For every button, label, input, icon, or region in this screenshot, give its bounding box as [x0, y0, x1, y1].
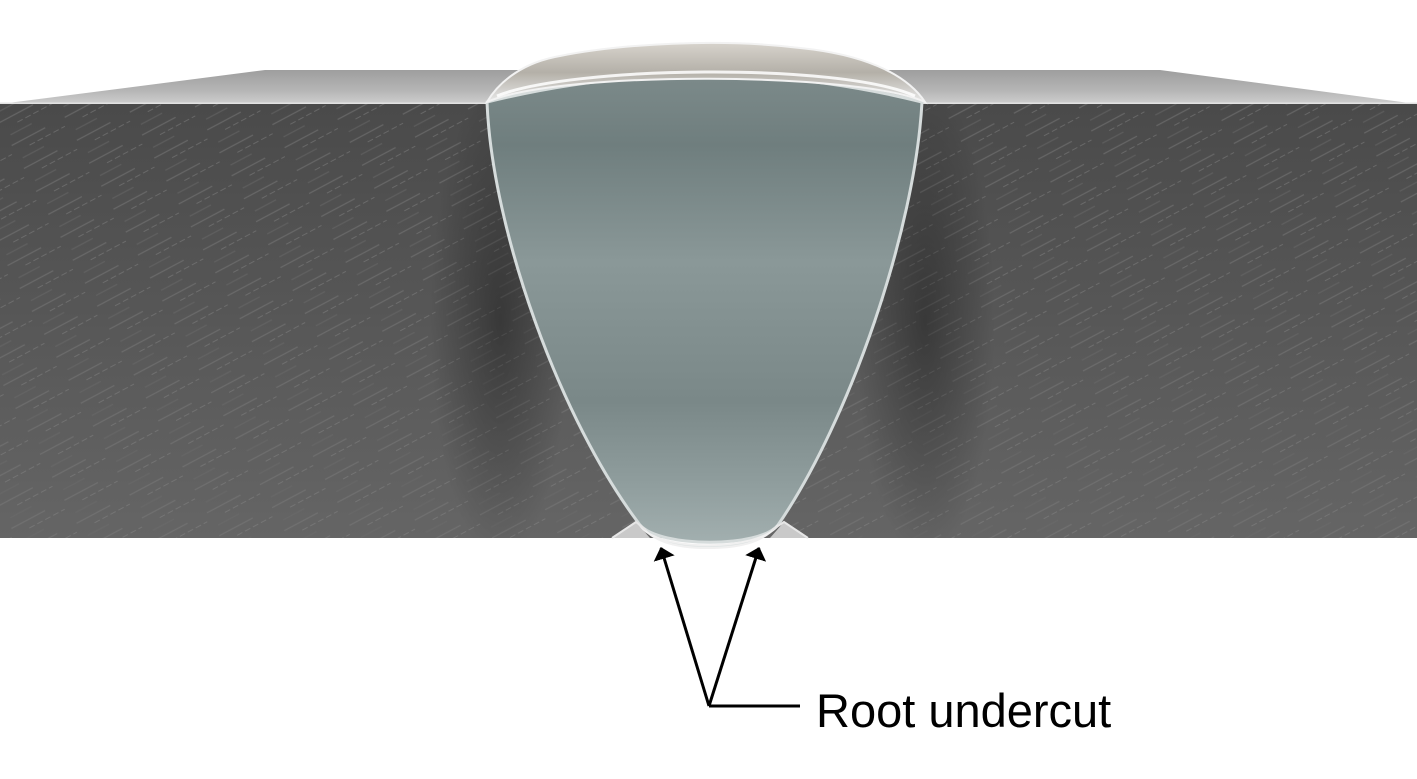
weld-root — [639, 524, 779, 550]
weld-cap-highlight — [496, 70, 916, 98]
callout-label: Root undercut — [816, 684, 1111, 737]
root-bevel-left — [560, 522, 650, 538]
leader-arrow-right — [707, 547, 767, 707]
root-undercut-notch-left — [611, 520, 647, 539]
root-bevel-right — [770, 522, 860, 538]
callout-leaders — [653, 547, 800, 708]
leader-arrow-left — [653, 547, 711, 707]
root-undercut-notch-right — [771, 520, 809, 539]
